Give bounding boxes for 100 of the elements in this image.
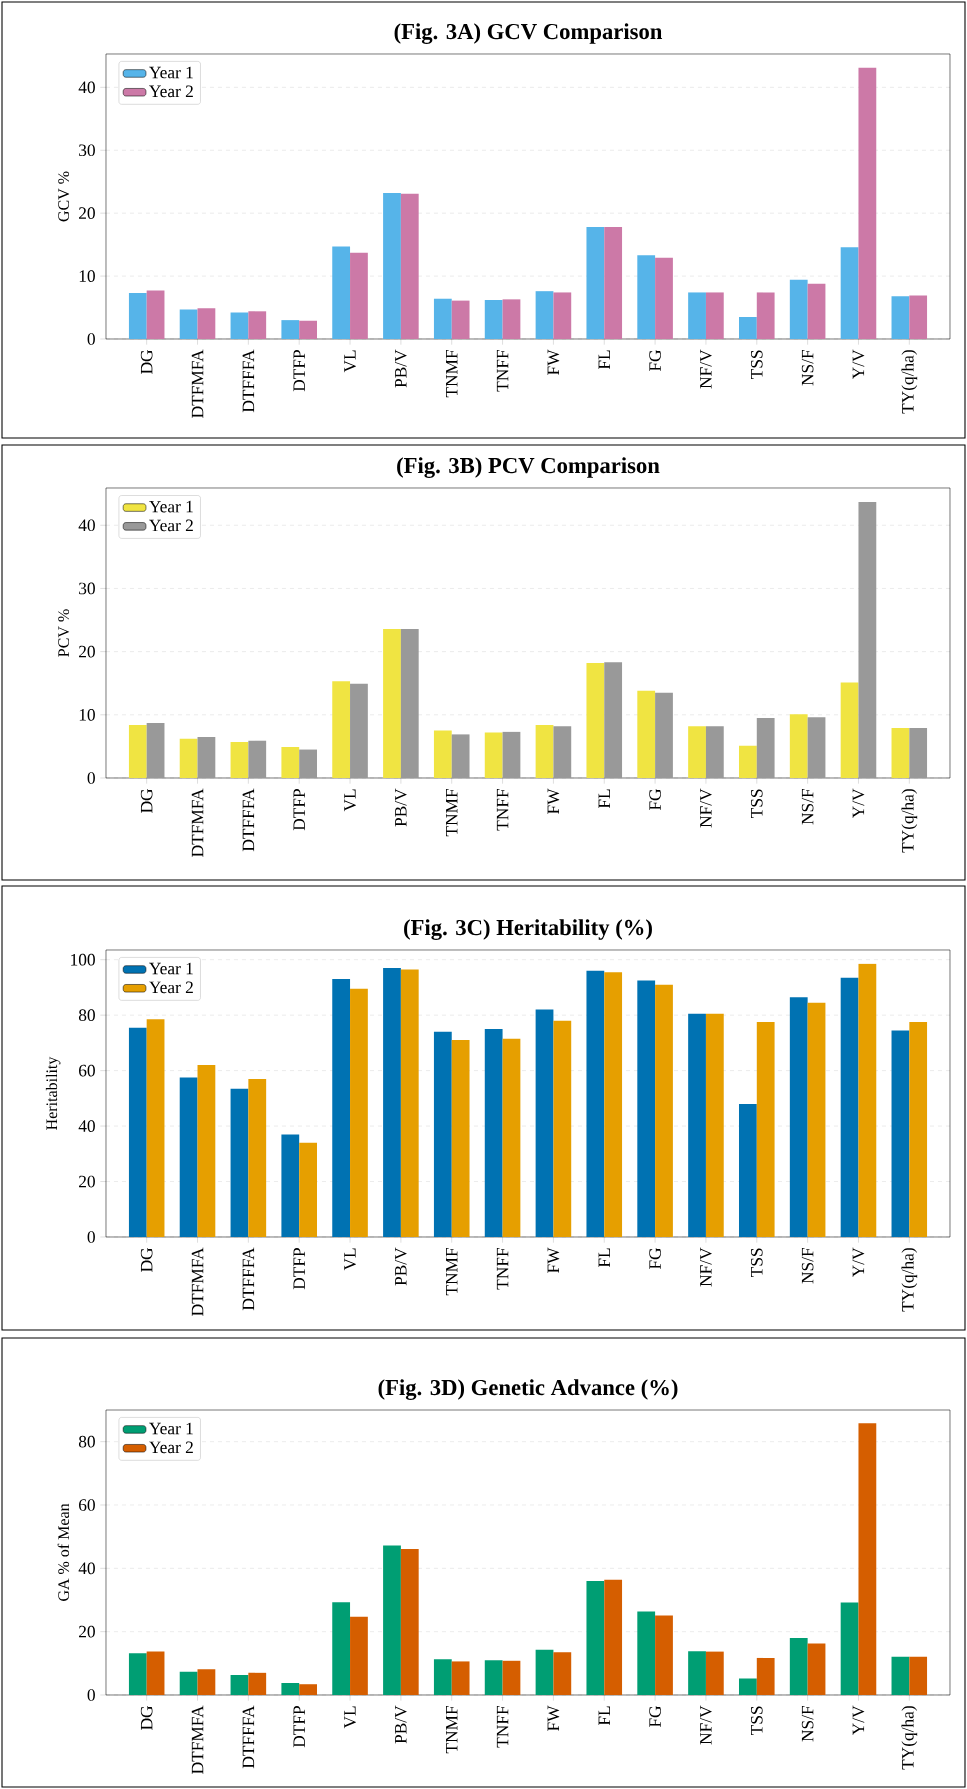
x-tick-label: Y/V [852,788,865,819]
bar [248,311,267,339]
x-tick-label: Y/V [852,1247,865,1278]
bar [535,724,554,778]
y-tick-label: 40 [78,519,95,532]
x-tick-label: DTFMFA [191,1247,204,1316]
legend-label: Year 2 [149,519,193,532]
bar [858,963,877,1237]
bar [248,1078,267,1237]
x-tick-label: PB/V [395,1247,407,1286]
x-tick-label: PB/V [395,788,407,827]
bar [891,1030,910,1237]
bar [197,736,216,778]
x-tick-label: NF/V [700,1705,712,1745]
x-tick-label: FW [547,349,560,375]
bar [433,1031,452,1237]
x-tick-label: TNFF [496,1248,509,1290]
y-tick-label: 20 [79,1175,95,1188]
y-tick-label: 40 [78,1562,95,1575]
x-tick-label: TNMF [446,789,458,837]
y-tick-label: 40 [78,81,95,94]
bar [400,193,419,339]
chart-title: (Fig. 3C) Heritability (%) [404,919,652,940]
x-tick-label: DTFMFA [191,1705,204,1774]
bar [688,1651,706,1695]
bar [484,1660,503,1695]
bar [705,292,724,339]
x-tick-label: NF/V [700,788,712,828]
x-tick-label: NS/F [801,789,814,825]
bar [350,1616,368,1695]
bar [484,732,503,778]
legend-label: Year 1 [149,1422,193,1435]
bar [789,279,808,339]
bar [350,683,368,778]
bar [179,309,198,339]
bar [383,193,401,339]
chart-title: (Fig. 3D) Genetic Advance (%) [378,1379,678,1400]
bar [433,298,452,339]
bar [858,67,877,339]
bar [909,1656,928,1695]
bar [604,227,623,339]
bar [756,292,775,339]
x-tick-label: Y/V [852,349,865,380]
x-tick-label: FL [598,1248,610,1268]
bar [502,731,521,778]
bar [179,1671,198,1695]
x-tick-label: Y/V [852,1705,865,1736]
bar [179,738,198,778]
bar [502,1660,521,1695]
bar [451,1040,470,1237]
bar [281,1134,300,1237]
x-tick-label: VL [344,1706,356,1729]
bar [128,1027,147,1237]
bar [230,741,249,778]
bar [299,1684,317,1695]
legend-label: Year 1 [149,66,193,79]
bar [637,255,656,339]
bar [637,980,656,1237]
x-tick-label: FW [547,1247,560,1273]
bar [179,1077,198,1237]
bar [604,1579,623,1695]
bar [146,1651,165,1695]
x-tick-label: TSS [750,1706,763,1735]
x-tick-label: FL [598,350,610,370]
bar [451,734,470,778]
bar [146,290,165,339]
bar [451,1661,470,1695]
bar [655,984,673,1237]
y-tick-label: 0 [87,1689,95,1701]
bar [858,1423,877,1695]
x-tick-label: NF/V [700,1247,712,1287]
bar [484,1029,503,1237]
bar [299,1142,317,1237]
bar [383,1545,401,1695]
bar [502,1038,521,1237]
bar [586,227,605,339]
y-axis-title: GA % of Mean [57,1503,70,1601]
bar [688,1013,706,1237]
bar [383,628,401,778]
x-tick-label: VL [344,789,356,812]
x-tick-label: TY(q/ha) [901,1248,918,1312]
bar [451,300,470,339]
bar [756,1022,775,1237]
y-tick-label: 80 [78,1435,95,1448]
x-tick-label: TNMF [446,1248,458,1296]
bar [146,723,165,778]
x-tick-label: DG [140,1705,153,1730]
legend-label: Year 2 [149,85,193,98]
y-tick-label: 10 [79,270,95,282]
x-tick-label: DTFFFA [242,788,255,852]
x-tick-label: VL [344,1248,356,1271]
y-tick-label: 30 [79,582,95,595]
legend-label: Year 1 [149,962,193,975]
bar [332,1602,351,1695]
bar [789,714,808,778]
bar [350,988,368,1237]
y-tick-label: 60 [79,1064,95,1077]
bar [350,252,368,339]
x-tick-label: PB/V [395,1705,407,1744]
bar [637,1611,656,1695]
